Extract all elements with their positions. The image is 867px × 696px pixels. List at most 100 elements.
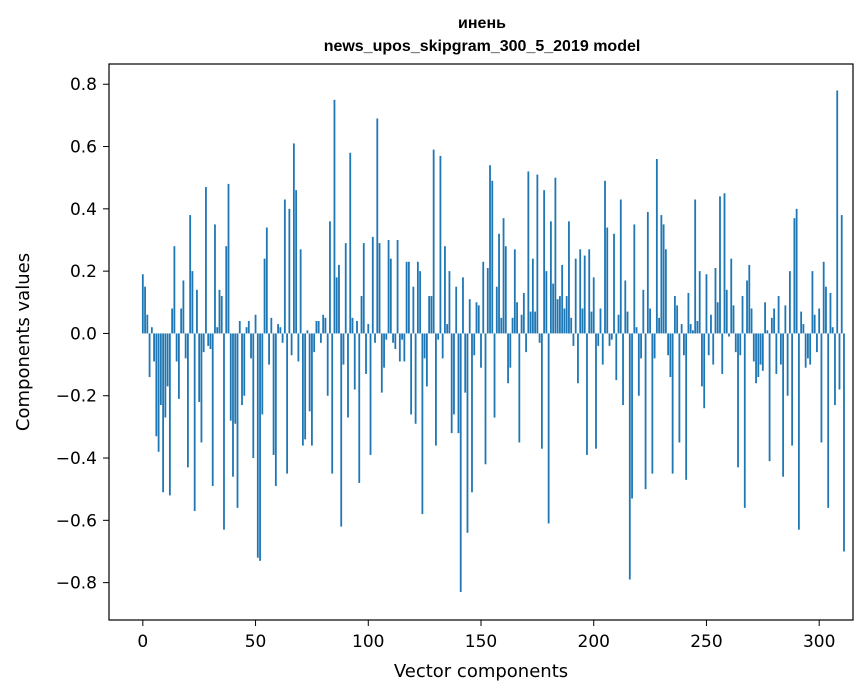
bar [308, 333, 311, 412]
bar [486, 268, 489, 334]
x-axis-label: Vector components [394, 661, 568, 682]
bar [333, 99, 336, 334]
bar [177, 333, 180, 399]
bar [511, 317, 514, 334]
bar [277, 324, 279, 334]
y-tick-label: −0.8 [56, 574, 97, 594]
bar [313, 333, 316, 353]
y-tick-label: 0.4 [70, 200, 97, 220]
bar [471, 333, 473, 493]
bar [374, 333, 376, 343]
bar [362, 243, 365, 334]
bar [202, 333, 205, 353]
bar [838, 333, 841, 390]
bar [414, 333, 417, 424]
bar [680, 324, 683, 334]
bar [425, 333, 428, 387]
bar [583, 255, 586, 334]
bar [547, 333, 550, 524]
x-tick-label: 300 [803, 632, 835, 652]
bar [525, 333, 527, 353]
bar [662, 224, 665, 334]
bar [207, 333, 210, 346]
bar [193, 333, 196, 511]
bar [162, 333, 165, 493]
bar [743, 333, 746, 508]
bar [683, 333, 685, 356]
bar [198, 333, 201, 402]
bar [829, 292, 832, 334]
bar [836, 90, 839, 334]
bar [254, 314, 257, 334]
bar [628, 333, 631, 580]
bar [504, 246, 507, 334]
bar [714, 268, 717, 334]
bar [317, 320, 320, 334]
bar [466, 333, 469, 533]
bar [347, 333, 349, 418]
bar [624, 280, 627, 334]
bar [144, 286, 146, 334]
bar [148, 333, 151, 378]
bar [218, 289, 221, 334]
bar [209, 333, 212, 350]
bar [667, 333, 670, 356]
bar [322, 314, 325, 334]
bar [320, 333, 322, 343]
bar [581, 308, 584, 334]
bar [696, 320, 699, 334]
bar [658, 317, 661, 334]
bar [401, 333, 403, 340]
bar [761, 333, 764, 371]
bar [673, 296, 676, 334]
bar [441, 333, 444, 359]
bar [610, 333, 613, 340]
bar [247, 320, 250, 334]
bar [412, 286, 415, 334]
bar [329, 221, 331, 334]
bar [475, 302, 478, 334]
bar [150, 327, 153, 334]
bar [507, 333, 509, 384]
bar [710, 314, 712, 334]
bar [376, 118, 379, 334]
bar [301, 333, 304, 446]
bar [637, 333, 640, 396]
bar [292, 143, 295, 334]
bar [802, 324, 805, 334]
bar [773, 308, 775, 334]
bar [184, 333, 187, 359]
bar [782, 333, 785, 477]
bar [556, 299, 559, 334]
plot-frame [108, 63, 854, 621]
x-tick-label: 200 [578, 632, 610, 652]
bar [721, 333, 724, 374]
y-tick-label: 0.0 [70, 324, 97, 344]
bar [746, 280, 748, 334]
bar [664, 249, 667, 334]
bar [225, 246, 228, 334]
bar [818, 308, 821, 334]
bar [676, 305, 679, 334]
bar [450, 333, 453, 434]
x-tick-label: 150 [465, 632, 497, 652]
bar [340, 333, 343, 527]
bar [405, 261, 408, 334]
bar [464, 333, 467, 393]
bar [561, 264, 564, 334]
bar [166, 333, 169, 387]
bar [214, 224, 216, 334]
bar [586, 333, 588, 455]
bar [493, 333, 496, 418]
bar [353, 333, 356, 390]
bar [615, 333, 618, 381]
bar [822, 261, 825, 334]
bar [619, 199, 622, 334]
bar [759, 333, 762, 365]
bar [527, 171, 530, 334]
bar [342, 333, 345, 365]
bar [241, 333, 243, 406]
bar [392, 333, 394, 343]
bar [462, 277, 464, 334]
